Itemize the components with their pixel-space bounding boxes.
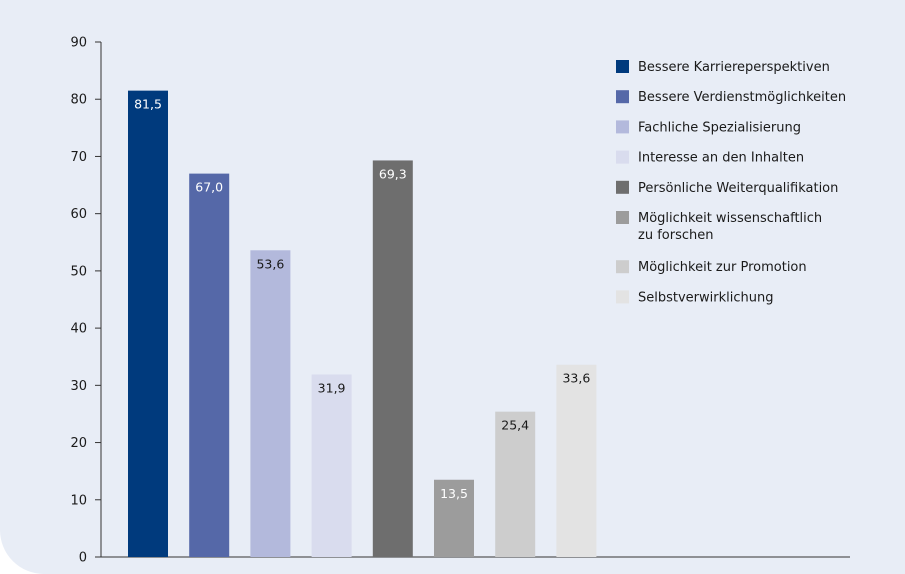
legend-swatch: [616, 120, 629, 134]
y-tick-label: 60: [70, 207, 87, 222]
bar: [556, 364, 597, 557]
y-tick-label: 80: [70, 93, 87, 108]
legend-label: Selbstverwirklichung: [638, 290, 773, 305]
legend-label: Möglichkeit wissenschaftlich: [638, 211, 822, 226]
legend-swatch: [616, 180, 629, 194]
legend-swatch: [616, 150, 629, 164]
bar-value-label: 53,6: [256, 256, 284, 271]
legend-label: Möglichkeit zur Promotion: [638, 260, 807, 275]
bar: [189, 173, 230, 557]
legend-label: Persönliche Weiterqualifikation: [638, 181, 838, 196]
bar-value-label: 31,9: [318, 380, 346, 395]
bar: [372, 160, 413, 557]
legend-label: zu forschen: [638, 228, 713, 243]
legend-swatch: [616, 60, 629, 73]
legend-label: Interesse an den Inhalten: [638, 151, 804, 166]
legend-swatch: [616, 260, 629, 274]
y-tick-label: 0: [79, 551, 87, 566]
y-tick-label: 70: [70, 150, 87, 165]
bar-value-label: 25,4: [501, 418, 529, 433]
y-tick-label: 30: [70, 379, 87, 394]
legend-swatch: [616, 290, 629, 304]
legend: Bessere Karriereperspektiven Bessere Verd…: [616, 60, 846, 305]
bar: [495, 411, 536, 557]
bar-value-label: 33,6: [562, 371, 590, 386]
bar-value-label: 81,5: [134, 97, 162, 112]
legend-swatch: [616, 90, 629, 104]
legend-swatch: [616, 211, 629, 224]
y-tick-label: 20: [70, 436, 87, 451]
legend-label: Bessere Verdienstmöglichkeiten: [638, 90, 846, 105]
y-tick-label: 50: [70, 264, 87, 279]
bar: [128, 90, 168, 557]
y-tick-label: 40: [70, 322, 87, 337]
legend-label: Bessere Karriereperspektiven: [638, 60, 830, 75]
bar: [311, 374, 352, 557]
y-tick-label: 10: [70, 493, 87, 508]
bars: 81,5 67,0 53,6 31,9 69,3 13,5 25,4 33,6: [128, 90, 597, 558]
bar-value-label: 69,3: [379, 166, 407, 181]
bar: [434, 479, 474, 557]
bar-value-label: 67,0: [195, 180, 223, 195]
bar-value-label: 13,5: [440, 486, 468, 501]
y-tick-label: 90: [70, 36, 87, 51]
bar: [250, 250, 291, 558]
legend-label: Fachliche Spezialisierung: [638, 120, 801, 135]
